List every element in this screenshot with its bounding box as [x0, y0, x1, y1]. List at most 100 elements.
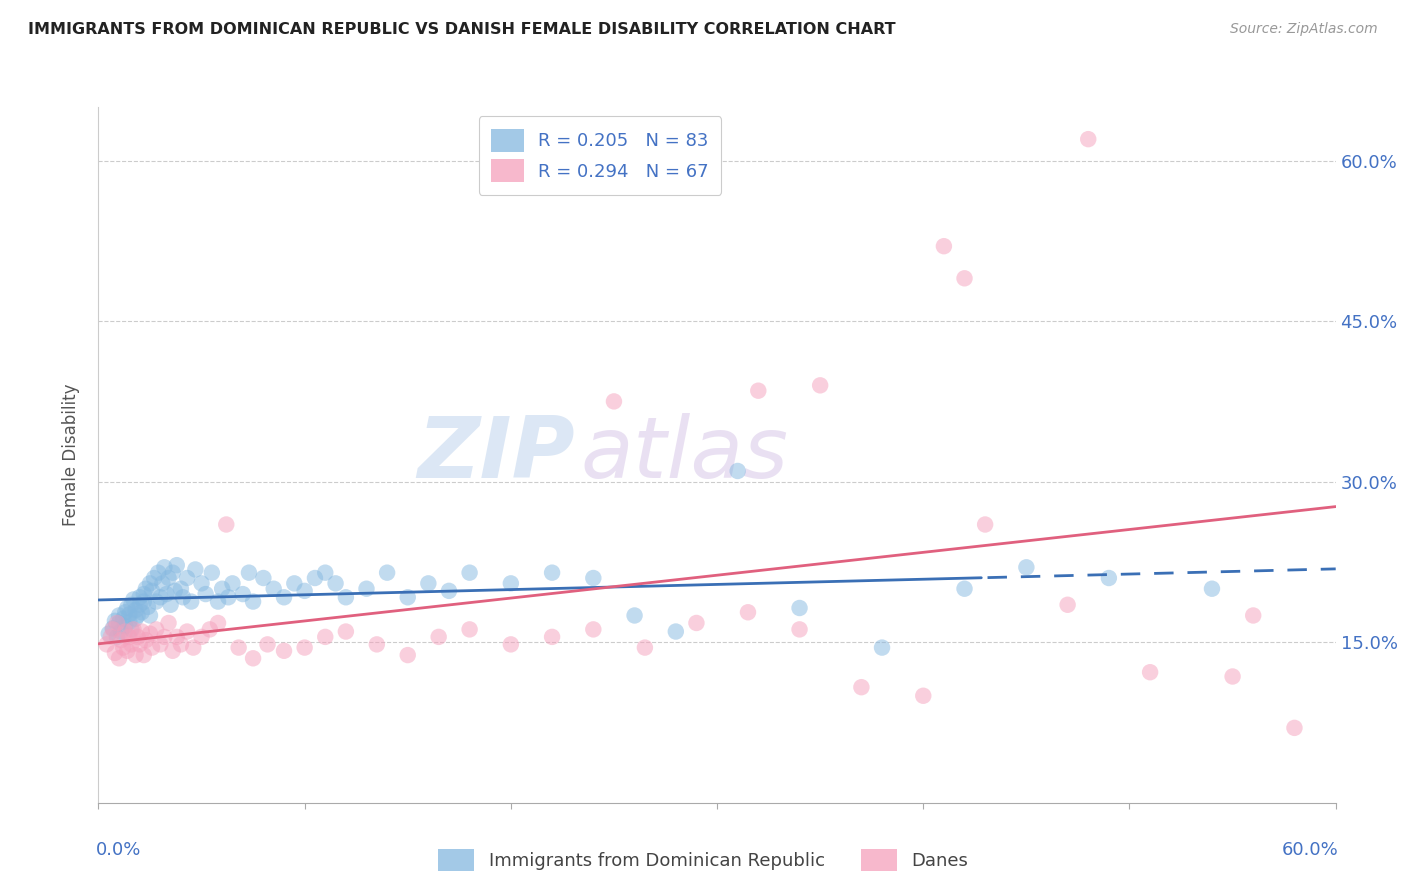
Point	[541, 566, 564, 580]
Point	[162, 644, 184, 658]
Text: IMMIGRANTS FROM DOMINICAN REPUBLIC VS DANISH FEMALE DISABILITY CORRELATION CHART: IMMIGRANTS FROM DOMINICAN REPUBLIC VS DA…	[28, 22, 896, 37]
Point	[120, 637, 142, 651]
Point	[912, 689, 935, 703]
Point	[194, 587, 217, 601]
Point	[163, 583, 186, 598]
Point	[263, 582, 285, 596]
Point	[181, 640, 204, 655]
Point	[118, 607, 141, 622]
Point	[122, 592, 145, 607]
Point	[325, 576, 347, 591]
Point	[132, 587, 155, 601]
Point	[117, 644, 139, 658]
Point	[870, 640, 893, 655]
Point	[582, 571, 605, 585]
Point	[155, 587, 177, 601]
Point	[953, 271, 976, 285]
Point	[101, 623, 124, 637]
Point	[131, 624, 153, 639]
Point	[215, 517, 238, 532]
Point	[170, 637, 193, 651]
Point	[105, 630, 128, 644]
Text: 60.0%: 60.0%	[1281, 841, 1339, 859]
Point	[162, 566, 184, 580]
Point	[217, 591, 239, 605]
Point	[114, 619, 136, 633]
Point	[283, 576, 305, 591]
Point	[112, 640, 135, 655]
Point	[541, 630, 564, 644]
Point	[101, 621, 124, 635]
Point	[124, 612, 146, 626]
Point	[294, 640, 316, 655]
Point	[727, 464, 749, 478]
Point	[114, 605, 136, 619]
Point	[221, 576, 243, 591]
Point	[458, 623, 481, 637]
Point	[232, 587, 254, 601]
Point	[108, 608, 131, 623]
Point	[118, 630, 141, 644]
Point	[1222, 669, 1244, 683]
Point	[118, 615, 141, 629]
Point	[304, 571, 326, 585]
Point	[665, 624, 688, 639]
Point	[294, 583, 316, 598]
Point	[747, 384, 769, 398]
Point	[172, 591, 194, 605]
Point	[356, 582, 378, 596]
Point	[105, 615, 128, 630]
Point	[127, 608, 149, 623]
Point	[112, 612, 135, 626]
Point	[127, 630, 149, 644]
Point	[153, 560, 176, 574]
Point	[953, 582, 976, 596]
Point	[135, 633, 157, 648]
Point	[120, 623, 142, 637]
Point	[159, 598, 181, 612]
Point	[180, 594, 202, 608]
Point	[437, 583, 460, 598]
Point	[132, 594, 155, 608]
Point	[242, 594, 264, 608]
Point	[789, 623, 811, 637]
Point	[157, 615, 180, 630]
Point	[141, 583, 163, 598]
Point	[96, 637, 118, 651]
Point	[314, 630, 336, 644]
Point	[256, 637, 278, 651]
Point	[252, 571, 274, 585]
Point	[176, 571, 198, 585]
Point	[143, 571, 166, 585]
Point	[458, 566, 481, 580]
Text: 0.0%: 0.0%	[96, 841, 142, 859]
Point	[1056, 598, 1078, 612]
Point	[108, 651, 131, 665]
Point	[335, 624, 357, 639]
Point	[634, 640, 657, 655]
Point	[273, 644, 295, 658]
Point	[1077, 132, 1099, 146]
Point	[132, 648, 155, 662]
Point	[114, 624, 136, 639]
Point	[582, 623, 605, 637]
Point	[148, 566, 170, 580]
Point	[201, 566, 224, 580]
Point	[97, 626, 120, 640]
Legend: Immigrants from Dominican Republic, Danes: Immigrants from Dominican Republic, Dane…	[430, 842, 976, 879]
Point	[314, 566, 336, 580]
Point	[149, 591, 172, 605]
Point	[128, 598, 150, 612]
Point	[150, 576, 173, 591]
Point	[166, 558, 188, 573]
Text: ZIP: ZIP	[418, 413, 575, 497]
Point	[149, 637, 172, 651]
Point	[789, 601, 811, 615]
Point	[166, 630, 188, 644]
Point	[1241, 608, 1264, 623]
Point	[335, 591, 357, 605]
Point	[136, 599, 159, 614]
Point	[932, 239, 955, 253]
Point	[1201, 582, 1223, 596]
Point	[128, 637, 150, 651]
